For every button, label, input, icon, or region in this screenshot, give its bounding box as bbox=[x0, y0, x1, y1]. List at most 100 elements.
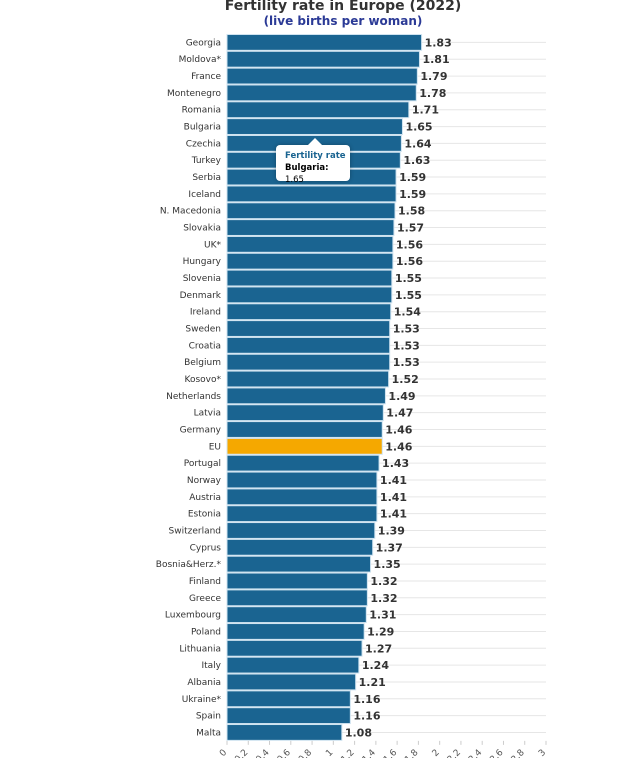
x-tick-label: 2.6 bbox=[488, 748, 505, 758]
bar-slovenia bbox=[226, 269, 393, 287]
tooltip: Fertility rate Bulgaria: 1.65 bbox=[276, 138, 350, 185]
category-label: Romania bbox=[182, 106, 221, 116]
data-label: 1.49 bbox=[388, 390, 415, 403]
x-tick-label: 1.2 bbox=[340, 748, 357, 758]
category-label: Czechia bbox=[186, 139, 221, 149]
data-label: 1.52 bbox=[392, 373, 419, 386]
x-tick-label: 2.4 bbox=[467, 748, 484, 758]
x-tick-label: 1.8 bbox=[403, 748, 420, 758]
data-label: 1.83 bbox=[425, 36, 452, 49]
category-label: Lithuania bbox=[179, 644, 221, 654]
category-label: Germany bbox=[180, 426, 222, 436]
category-label: Ukraine* bbox=[182, 695, 222, 705]
category-label: Spain bbox=[196, 712, 221, 722]
category-label: Switzerland bbox=[169, 526, 222, 536]
data-label: 1.47 bbox=[386, 407, 413, 420]
category-label: Serbia bbox=[192, 173, 221, 183]
x-tick-label: 2 bbox=[431, 748, 442, 758]
bar-france bbox=[226, 67, 418, 85]
category-label: Italy bbox=[201, 661, 221, 671]
bar-latvia bbox=[226, 404, 384, 422]
category-label: Albania bbox=[187, 678, 221, 688]
data-label: 1.08 bbox=[345, 726, 372, 739]
bar-belgium bbox=[226, 353, 391, 371]
bar-kosovo- bbox=[226, 370, 390, 388]
data-label: 1.46 bbox=[385, 424, 412, 437]
category-label: Finland bbox=[189, 577, 221, 587]
data-label: 1.31 bbox=[369, 609, 396, 622]
data-label: 1.32 bbox=[370, 575, 397, 588]
bar-cyprus bbox=[226, 538, 374, 556]
bar-luxembourg bbox=[226, 606, 367, 624]
data-label: 1.53 bbox=[393, 323, 420, 336]
category-label: Portugal bbox=[184, 459, 221, 469]
bar-germany bbox=[226, 421, 383, 438]
bar-malta bbox=[226, 724, 343, 741]
data-label: 1.41 bbox=[380, 474, 407, 487]
category-label: Denmark bbox=[180, 291, 222, 301]
data-label: 1.41 bbox=[380, 491, 407, 504]
category-label: Hungary bbox=[183, 257, 222, 267]
category-label: Malta bbox=[196, 728, 221, 738]
category-label: Slovenia bbox=[183, 274, 221, 284]
category-label: Turkey bbox=[191, 156, 222, 166]
tooltip-series: Fertility rate bbox=[285, 151, 346, 161]
x-tick-label: 0.6 bbox=[276, 748, 293, 758]
category-label: Latvia bbox=[194, 409, 221, 419]
bar-ukraine- bbox=[226, 690, 351, 708]
category-label: Norway bbox=[187, 476, 222, 486]
data-label: 1.65 bbox=[405, 121, 432, 134]
bar-uk- bbox=[226, 235, 394, 253]
bar-switzerland bbox=[226, 522, 376, 539]
x-tick-label: 1.4 bbox=[361, 748, 378, 758]
bar-greece bbox=[226, 589, 368, 607]
bar-sweden bbox=[226, 320, 391, 337]
data-label: 1.54 bbox=[394, 306, 421, 319]
category-label: France bbox=[191, 72, 221, 82]
category-label: Poland bbox=[191, 627, 221, 637]
data-label: 1.53 bbox=[393, 356, 420, 369]
data-label: 1.59 bbox=[399, 188, 426, 201]
category-label: Georgia bbox=[186, 38, 221, 48]
data-label: 1.32 bbox=[370, 592, 397, 605]
data-label: 1.63 bbox=[403, 154, 430, 167]
bar-slovakia bbox=[226, 219, 395, 236]
data-label: 1.46 bbox=[385, 440, 412, 453]
data-label: 1.16 bbox=[353, 693, 380, 706]
tooltip-value: 1.65 bbox=[285, 175, 304, 185]
x-tick-label: 0.8 bbox=[297, 748, 314, 758]
bar-ireland bbox=[226, 303, 392, 321]
category-label: Estonia bbox=[188, 510, 221, 520]
category-label: Austria bbox=[189, 493, 221, 503]
bar-moldova- bbox=[226, 50, 420, 68]
data-label: 1.35 bbox=[374, 558, 401, 571]
bar-italy bbox=[226, 656, 360, 674]
data-label: 1.21 bbox=[359, 676, 386, 689]
bar-hungary bbox=[226, 252, 394, 270]
category-label: Bosnia&Herz.* bbox=[156, 560, 222, 570]
data-label: 1.37 bbox=[376, 541, 403, 554]
bar-estonia bbox=[226, 505, 378, 523]
data-label: 1.56 bbox=[396, 255, 423, 268]
category-label: Croatia bbox=[189, 341, 221, 351]
data-label: 1.55 bbox=[395, 289, 422, 302]
category-label: UK* bbox=[204, 240, 221, 250]
category-label: Belgium bbox=[184, 358, 221, 368]
x-tick-label: 1 bbox=[324, 748, 335, 758]
bar-bosnia-herz- bbox=[226, 555, 372, 573]
bar-albania bbox=[226, 673, 357, 691]
data-label: 1.16 bbox=[353, 710, 380, 723]
bar-eu bbox=[226, 437, 383, 455]
bar-montenegro bbox=[226, 84, 417, 102]
bar-portugal bbox=[226, 454, 380, 472]
category-label: Bulgaria bbox=[184, 123, 221, 133]
data-label: 1.64 bbox=[404, 137, 431, 150]
bar-georgia bbox=[226, 34, 423, 51]
category-label: Kosovo* bbox=[185, 375, 222, 385]
category-label: Luxembourg bbox=[165, 611, 221, 621]
data-label: 1.79 bbox=[420, 70, 447, 83]
data-label: 1.71 bbox=[412, 104, 439, 117]
bar-iceland bbox=[226, 185, 397, 203]
bar-norway bbox=[226, 471, 378, 489]
